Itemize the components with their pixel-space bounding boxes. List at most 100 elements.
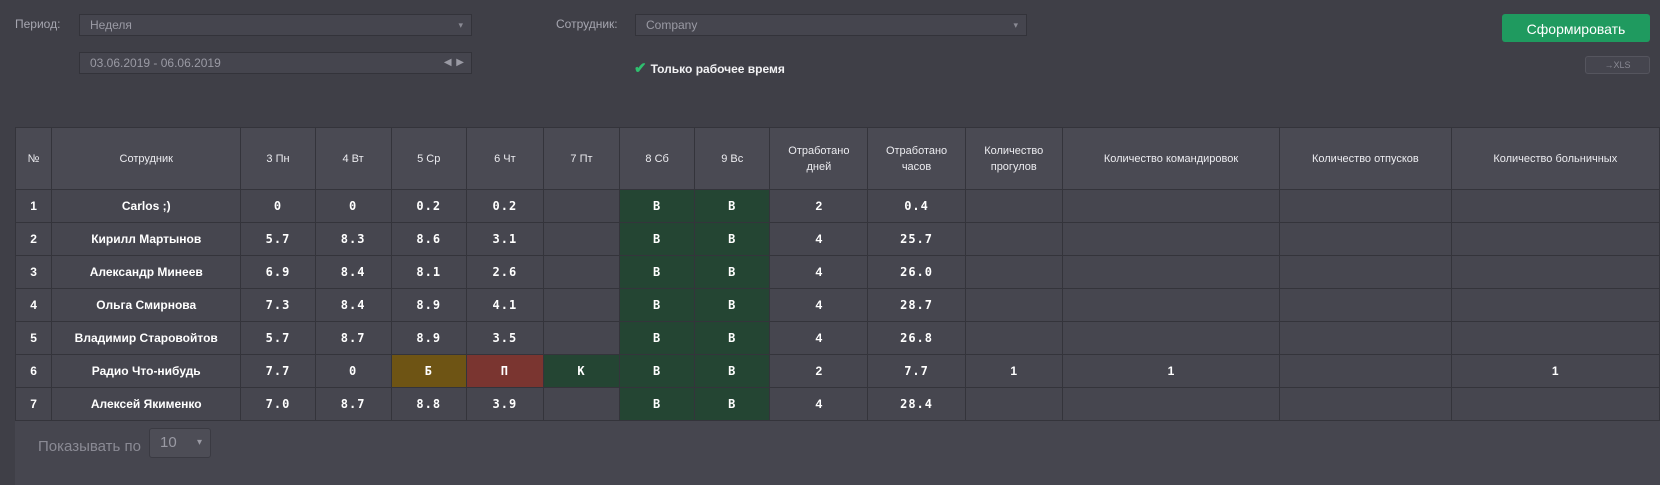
cell-sick-leaves: 1	[1450, 354, 1660, 388]
cell-vacations	[1279, 255, 1452, 289]
col-header-hours-worked: Отработано часов	[867, 127, 966, 190]
cell-day: 8.8	[390, 387, 467, 421]
col-header-day: 3 Пн	[240, 127, 316, 190]
table-row[interactable]: 3 Александр Минеев 6.9 8.4 8.1 2.6 В В 4 26.0	[15, 255, 1660, 289]
date-range-value: 03.06.2019 - 06.06.2019	[90, 56, 221, 70]
cell-day: 6.9	[240, 255, 316, 289]
col-header-trips: Количество командировок	[1061, 127, 1281, 190]
cell-day: 8.7	[314, 387, 392, 421]
cell-day: 3.5	[465, 321, 544, 355]
cell-day: 3.1	[465, 222, 544, 256]
cell-day: 0	[314, 189, 392, 223]
cell-days-worked: 4	[769, 387, 869, 421]
check-icon: ✔	[634, 60, 647, 77]
cell-sick-leaves	[1450, 387, 1660, 421]
col-header-employee[interactable]: Сотрудник	[51, 127, 242, 190]
cell-sick-leaves	[1450, 222, 1660, 256]
page-size-select[interactable]: 10 ▾	[149, 428, 211, 458]
cell-day: В	[619, 288, 696, 322]
col-header-num: №	[15, 127, 53, 190]
cell-day: В	[694, 189, 771, 223]
only-work-time-checkbox[interactable]: ✔ Только рабочее время	[634, 59, 785, 77]
cell-day	[542, 288, 621, 322]
cell-num: 7	[15, 387, 53, 421]
report-table-container: № Сотрудник 3 Пн 4 Вт 5 Ср 6 Чт 7 Пт 8 С…	[15, 127, 1660, 485]
table-row[interactable]: 6 Радио Что-нибудь 7.7 0 Б П К В В 2 7.7 1 1 1	[15, 354, 1660, 388]
cell-day: В	[619, 354, 696, 388]
cell-trips	[1061, 288, 1281, 322]
cell-day: 8.7	[314, 321, 392, 355]
cell-employee: Ольга Смирнова	[51, 288, 242, 322]
cell-vacations	[1279, 288, 1452, 322]
cell-trips	[1061, 222, 1281, 256]
cell-trips	[1061, 321, 1281, 355]
cell-day	[542, 222, 621, 256]
cell-employee: Carlos ;)	[51, 189, 242, 223]
table-row[interactable]: 1 Carlos ;) 0 0 0.2 0.2 В В 2 0.4	[15, 189, 1660, 223]
cell-day: В	[619, 321, 696, 355]
table-row[interactable]: 7 Алексей Якименко 7.0 8.7 8.8 3.9 В В 4 28.4	[15, 387, 1660, 421]
cell-day: В	[694, 321, 771, 355]
cell-days-worked: 2	[769, 189, 869, 223]
report-table: № Сотрудник 3 Пн 4 Вт 5 Ср 6 Чт 7 Пт 8 С…	[15, 127, 1660, 421]
cell-num: 2	[15, 222, 53, 256]
cell-hours-worked: 26.0	[867, 255, 966, 289]
page-size-label: Показывать по	[38, 438, 141, 455]
cell-day: 8.6	[390, 222, 467, 256]
period-label: Период:	[15, 17, 61, 31]
cell-day: 8.4	[314, 255, 392, 289]
cell-days-worked: 4	[769, 288, 869, 322]
cell-trips	[1061, 189, 1281, 223]
cell-hours-worked: 26.8	[867, 321, 966, 355]
cell-day: В	[619, 255, 696, 289]
cell-day: 5.7	[240, 222, 316, 256]
cell-vacations	[1279, 387, 1452, 421]
cell-day: 0	[314, 354, 392, 388]
chevron-down-icon: ▾	[1013, 20, 1018, 30]
cell-sick-leaves	[1450, 321, 1660, 355]
cell-day: 3.9	[465, 387, 544, 421]
cell-day: В	[694, 354, 771, 388]
table-row[interactable]: 5 Владимир Старовойтов 5.7 8.7 8.9 3.5 В В 4 26.8	[15, 321, 1660, 355]
export-xls-button[interactable]: →XLS	[1585, 56, 1650, 74]
cell-employee: Алексей Якименко	[51, 387, 242, 421]
period-select[interactable]: Неделя ▾	[79, 14, 472, 36]
cell-vacations	[1279, 189, 1452, 223]
cell-employee: Радио Что-нибудь	[51, 354, 242, 388]
cell-day: В	[694, 255, 771, 289]
cell-trips	[1061, 387, 1281, 421]
date-nav-arrows-icon[interactable]: ◀ ▶	[443, 57, 465, 68]
cell-day: В	[619, 189, 696, 223]
cell-num: 5	[15, 321, 53, 355]
cell-employee: Кирилл Мартынов	[51, 222, 242, 256]
cell-day	[542, 321, 621, 355]
generate-button[interactable]: Сформировать	[1502, 14, 1650, 42]
cell-trips: 1	[1061, 354, 1281, 388]
cell-absences	[964, 288, 1063, 322]
cell-day: 0	[240, 189, 316, 223]
col-header-day: 9 Вс	[694, 127, 771, 190]
cell-vacations	[1279, 354, 1452, 388]
table-header-row: № Сотрудник 3 Пн 4 Вт 5 Ср 6 Чт 7 Пт 8 С…	[15, 127, 1660, 190]
cell-num: 4	[15, 288, 53, 322]
col-header-day: 4 Вт	[314, 127, 392, 190]
table-row[interactable]: 4 Ольга Смирнова 7.3 8.4 8.9 4.1 В В 4 28.7	[15, 288, 1660, 322]
cell-absences	[964, 189, 1063, 223]
date-range-field[interactable]: 03.06.2019 - 06.06.2019 ◀ ▶	[79, 52, 472, 74]
cell-day: В	[619, 222, 696, 256]
cell-sick-leaves	[1450, 189, 1660, 223]
cell-day: В	[694, 222, 771, 256]
cell-day: К	[542, 354, 621, 388]
cell-day: В	[694, 387, 771, 421]
cell-days-worked: 2	[769, 354, 869, 388]
cell-day: 7.0	[240, 387, 316, 421]
col-header-day: 8 Сб	[619, 127, 696, 190]
cell-sick-leaves	[1450, 255, 1660, 289]
cell-day: П	[465, 354, 544, 388]
table-row[interactable]: 2 Кирилл Мартынов 5.7 8.3 8.6 3.1 В В 4 25.7	[15, 222, 1660, 256]
col-header-day: 7 Пт	[542, 127, 621, 190]
employee-select[interactable]: Company ▾	[635, 14, 1027, 36]
employee-label: Сотрудник:	[556, 17, 618, 31]
cell-day: В	[619, 387, 696, 421]
cell-day: 8.3	[314, 222, 392, 256]
